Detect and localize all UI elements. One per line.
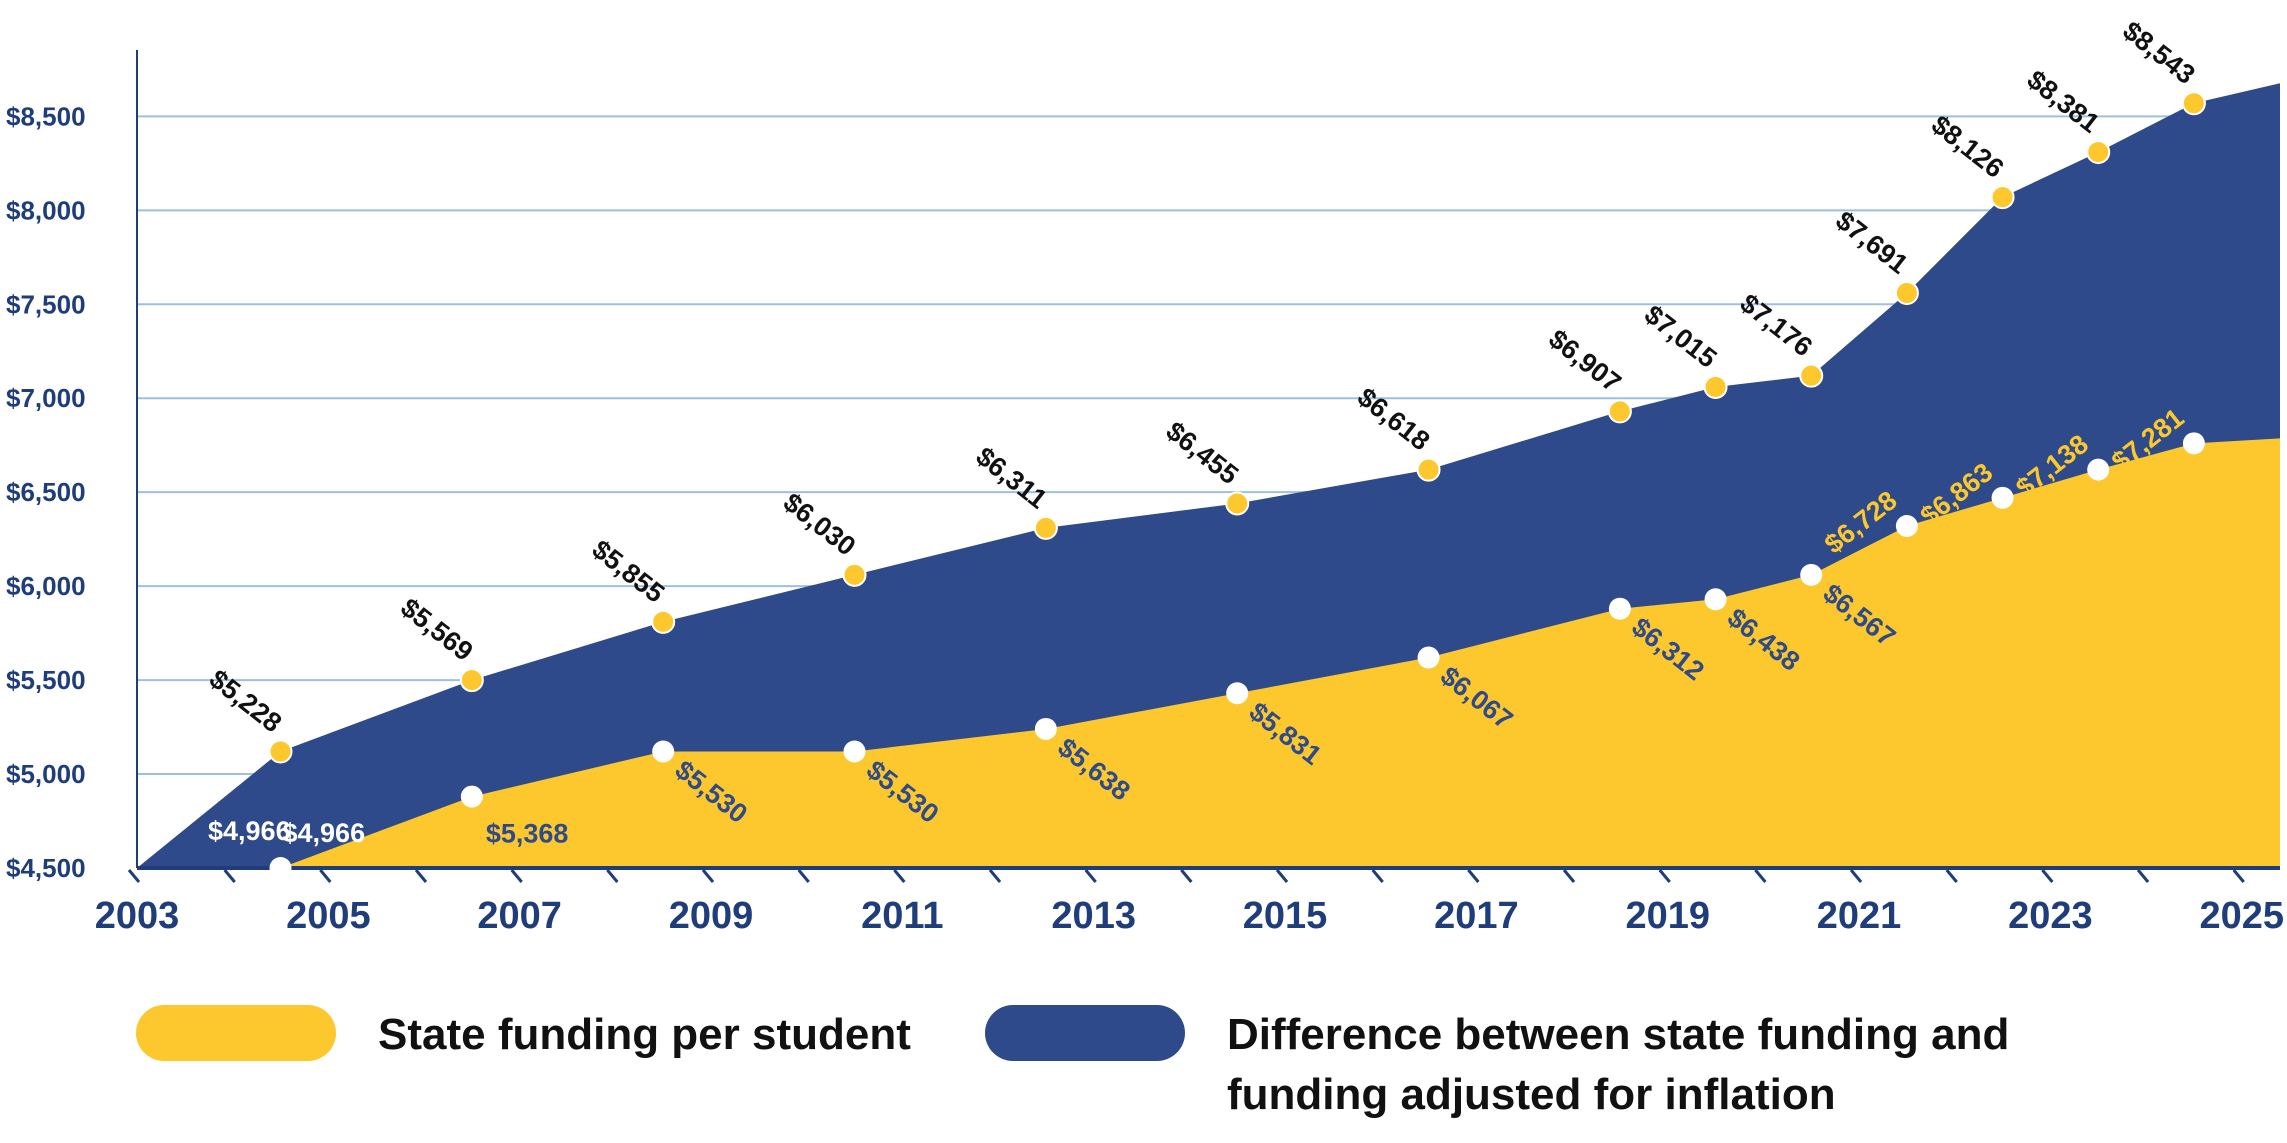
difference-point [842,562,867,587]
state-funding-area [280,438,2281,868]
x-tick-mark [2232,869,2245,883]
state-funding-point [1226,682,1249,705]
x-tick-mark [319,869,332,883]
difference-data-label: $5,228 [204,664,288,738]
x-tick-mark [1371,869,1384,883]
y-tick-label: $5,000 [6,759,86,789]
x-tick-label: 2011 [861,895,943,937]
state-funding-point [2087,458,2110,481]
x-tick-mark [1754,869,1767,883]
x-tick-mark [1945,869,1958,883]
x-tick-mark [988,869,1002,883]
x-tick-mark [414,869,428,883]
x-tick-mark [701,869,715,883]
difference-point [651,609,676,634]
x-tick-mark [1467,869,1480,883]
state-funding-point [1895,515,1918,538]
state-funding-data-label: $5,368 [486,819,569,849]
difference-data-label: $8,381 [2021,64,2105,138]
x-tick-mark [1084,869,1097,883]
state-funding-point [1991,486,2014,509]
difference-point [1033,515,1058,540]
difference-data-label: $6,907 [1543,324,1627,398]
y-tick-label: $8,000 [6,195,86,225]
state-funding-point [269,857,292,879]
difference-point [1703,374,1728,399]
x-tick-label: 2019 [1625,895,1710,937]
difference-data-label: $7,691 [1830,205,1914,279]
difference-data-label: $7,015 [1639,299,1723,373]
difference-data-label: $6,455 [1160,416,1244,490]
difference-point [1894,281,1919,306]
x-tick-mark [223,869,236,883]
y-tick-label: $8,500 [6,101,86,131]
state-funding-point [1034,717,1057,740]
difference-data-label: $6,618 [1352,382,1436,456]
y-tick-label: $7,000 [6,383,86,413]
x-tick-mark [606,869,619,883]
x-tick-mark [893,869,906,883]
x-tick-mark [1180,869,1193,883]
difference-point [2086,140,2111,165]
y-tick-label: $6,000 [6,571,86,601]
y-tick-label: $4,500 [6,853,86,883]
state-funding-point [1800,563,1823,586]
x-tick-label: 2017 [1434,895,1519,937]
x-tick-label: 2023 [2008,895,2093,937]
x-tick-mark [1562,869,1576,883]
x-tick-mark [127,869,141,883]
difference-point [1990,185,2015,210]
difference-data-label: $7,176 [1734,288,1818,362]
difference-point [459,668,484,693]
x-tick-label: 2013 [1051,895,1136,937]
difference-point [2181,91,2206,116]
state-funding-point [652,740,675,763]
x-tick-mark [2041,869,2054,883]
state-funding-point [1608,597,1631,620]
state-funding-point [2182,432,2205,455]
x-tick-label: 2005 [286,895,371,937]
difference-data-label: $6,030 [778,487,862,561]
difference-data-label: $6,311 [970,441,1052,515]
difference-data-label: $5,855 [586,534,670,608]
x-tick-label: 2015 [1243,895,1328,937]
difference-point [1416,457,1441,482]
difference-data-label: $8,126 [1926,109,2010,183]
x-tick-label: 2009 [669,895,754,937]
x-tick-mark [1658,869,1671,883]
x-tick-mark [1849,869,1863,883]
x-tick-label: 2025 [2199,895,2284,937]
x-tick-mark [797,869,810,883]
difference-point [268,739,293,764]
difference-point [1225,491,1250,516]
difference-point [1799,363,1824,388]
x-tick-label: 2021 [1817,895,1902,937]
state-funding-point [843,740,866,763]
y-tick-label: $5,500 [6,665,86,695]
state-funding-data-label: $4,966 [283,818,366,848]
state-funding-point [1417,646,1440,669]
difference-data-label: $5,569 [395,592,479,666]
y-tick-label: $6,500 [6,477,86,507]
state-funding-point [1704,588,1727,611]
data-label: $4,966 [208,816,291,846]
difference-data-label: $8,543 [2117,15,2201,89]
x-tick-mark [1275,869,1289,883]
state-funding-point [460,785,483,808]
x-tick-mark [2136,869,2150,883]
x-tick-label: 2007 [477,895,562,937]
difference-point [1607,399,1632,424]
x-tick-mark [510,869,523,883]
y-tick-label: $7,500 [6,289,86,319]
x-tick-label: 2003 [95,895,180,937]
